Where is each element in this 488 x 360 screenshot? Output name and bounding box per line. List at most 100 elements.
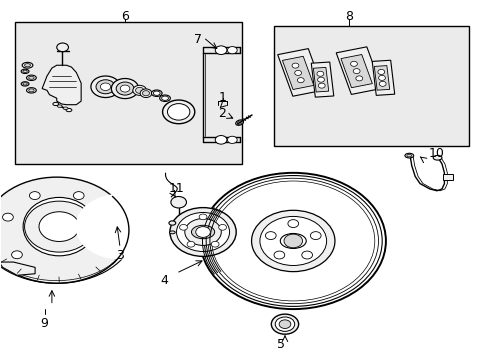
Circle shape xyxy=(378,75,385,80)
Ellipse shape xyxy=(57,105,62,107)
Circle shape xyxy=(24,201,94,252)
Circle shape xyxy=(297,78,304,83)
Circle shape xyxy=(284,234,302,248)
Bar xyxy=(15,22,242,164)
Circle shape xyxy=(355,76,362,81)
Circle shape xyxy=(352,69,359,73)
Circle shape xyxy=(215,46,226,54)
Circle shape xyxy=(377,69,384,75)
Circle shape xyxy=(318,83,325,88)
Circle shape xyxy=(75,194,164,260)
Circle shape xyxy=(140,89,152,98)
Ellipse shape xyxy=(53,102,59,105)
Circle shape xyxy=(265,231,276,239)
Circle shape xyxy=(96,80,115,94)
Text: 11: 11 xyxy=(168,183,184,195)
Ellipse shape xyxy=(21,82,29,86)
Polygon shape xyxy=(313,67,328,92)
Circle shape xyxy=(227,136,237,143)
Circle shape xyxy=(275,317,294,331)
Text: 1: 1 xyxy=(218,91,226,104)
Ellipse shape xyxy=(159,95,170,102)
Ellipse shape xyxy=(169,231,175,234)
Text: 7: 7 xyxy=(194,32,202,46)
Circle shape xyxy=(120,85,129,92)
Circle shape xyxy=(301,251,312,259)
Ellipse shape xyxy=(406,154,411,157)
Circle shape xyxy=(2,213,13,221)
Circle shape xyxy=(379,81,386,86)
Circle shape xyxy=(29,192,40,199)
Circle shape xyxy=(211,241,219,247)
Ellipse shape xyxy=(432,156,441,160)
Polygon shape xyxy=(371,60,394,95)
Circle shape xyxy=(184,219,221,246)
Polygon shape xyxy=(42,65,81,105)
Circle shape xyxy=(0,177,129,283)
Ellipse shape xyxy=(119,230,124,234)
Circle shape xyxy=(142,91,149,96)
Ellipse shape xyxy=(23,197,95,256)
Circle shape xyxy=(199,214,206,220)
Ellipse shape xyxy=(21,69,29,73)
Circle shape xyxy=(57,43,68,51)
Polygon shape xyxy=(282,56,313,90)
Ellipse shape xyxy=(113,215,120,221)
Circle shape xyxy=(291,63,298,68)
Ellipse shape xyxy=(66,108,72,112)
Circle shape xyxy=(179,224,187,230)
Circle shape xyxy=(271,314,298,334)
Circle shape xyxy=(317,77,324,82)
Polygon shape xyxy=(373,66,389,90)
Bar xyxy=(273,26,468,146)
Ellipse shape xyxy=(26,87,36,93)
Ellipse shape xyxy=(24,64,30,67)
Ellipse shape xyxy=(29,76,34,79)
Circle shape xyxy=(195,227,210,237)
Ellipse shape xyxy=(404,153,413,158)
Circle shape xyxy=(251,210,334,272)
Ellipse shape xyxy=(118,229,125,235)
Bar xyxy=(442,174,452,180)
Circle shape xyxy=(350,61,357,66)
Circle shape xyxy=(12,251,22,259)
Circle shape xyxy=(294,71,301,75)
Circle shape xyxy=(170,197,186,208)
Circle shape xyxy=(200,173,385,309)
Circle shape xyxy=(39,212,79,242)
Circle shape xyxy=(215,135,226,144)
Text: 3: 3 xyxy=(116,249,124,262)
Ellipse shape xyxy=(151,90,162,96)
Circle shape xyxy=(167,104,189,120)
Text: 6: 6 xyxy=(121,10,129,23)
Polygon shape xyxy=(0,262,35,275)
Circle shape xyxy=(176,212,229,252)
Ellipse shape xyxy=(168,221,175,225)
Circle shape xyxy=(310,231,321,239)
Ellipse shape xyxy=(235,120,243,125)
Ellipse shape xyxy=(29,89,34,92)
Circle shape xyxy=(287,220,298,228)
Ellipse shape xyxy=(191,225,214,239)
Text: 4: 4 xyxy=(160,274,168,287)
Circle shape xyxy=(135,87,143,93)
Circle shape xyxy=(91,76,120,98)
Polygon shape xyxy=(336,47,381,94)
Circle shape xyxy=(100,83,110,90)
Circle shape xyxy=(218,224,226,230)
Ellipse shape xyxy=(114,216,119,220)
Circle shape xyxy=(116,82,134,95)
Text: 2: 2 xyxy=(218,107,226,120)
Circle shape xyxy=(133,85,146,95)
Text: 8: 8 xyxy=(345,10,353,23)
Circle shape xyxy=(169,208,236,256)
Text: 10: 10 xyxy=(428,147,444,159)
Polygon shape xyxy=(340,54,371,88)
Ellipse shape xyxy=(237,121,242,125)
Circle shape xyxy=(273,251,284,259)
Ellipse shape xyxy=(153,91,160,95)
Ellipse shape xyxy=(280,234,305,248)
Polygon shape xyxy=(311,62,333,97)
Circle shape xyxy=(260,216,326,265)
Text: 5: 5 xyxy=(277,338,285,351)
